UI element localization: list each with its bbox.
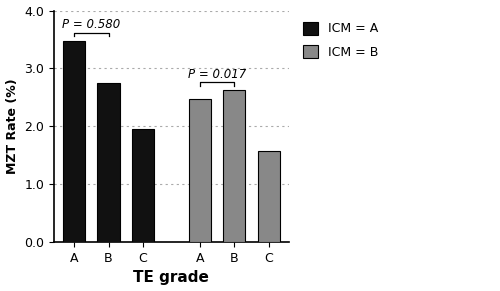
Bar: [132, 129, 154, 242]
Text: P = 0.580: P = 0.580: [62, 18, 120, 31]
Bar: [258, 151, 280, 242]
Bar: [223, 91, 246, 242]
Legend: ICM = A, ICM = B: ICM = A, ICM = B: [298, 17, 383, 64]
Bar: [63, 41, 85, 242]
Bar: [188, 99, 211, 242]
X-axis label: TE grade: TE grade: [134, 270, 210, 285]
Bar: [98, 83, 120, 242]
Y-axis label: MZT Rate (%): MZT Rate (%): [6, 79, 18, 174]
Text: P = 0.017: P = 0.017: [188, 68, 246, 81]
